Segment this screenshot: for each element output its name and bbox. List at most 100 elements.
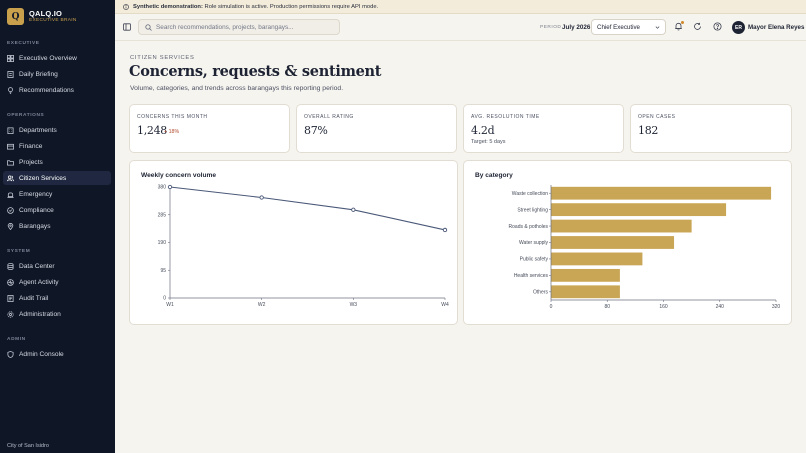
brand-name: QALQ.IO [29,9,63,18]
city-name: City of San Isidro [7,443,49,449]
sidebar-item-admin-console[interactable]: Admin Console [3,347,111,361]
category-label: Public safety [520,257,549,263]
info-icon [123,3,129,10]
sidebar-item-recommendations[interactable]: Recommendations [3,83,111,97]
help-icon[interactable] [713,22,722,31]
sidebar-item-agent-activity[interactable]: Agent Activity [3,275,111,289]
nav-section-system: SYSTEM [7,249,31,254]
y-tick-label: 0 [163,296,166,302]
refresh-icon[interactable] [693,22,702,31]
chevron-down-icon [655,26,660,29]
bell-icon[interactable] [674,22,683,31]
x-tick-label: W2 [258,302,266,308]
sidebar-item-finance[interactable]: Finance [3,139,111,153]
kpi-card-concerns: CONCERNS THIS MONTH 1,248 + 18% [129,104,290,153]
by-category-card: By category Waste collection Street light… [463,160,792,325]
sidebar-item-label: Citizen Services [19,174,67,182]
x-tick-label: W3 [350,302,358,308]
sidebar-item-label: Executive Overview [19,54,77,62]
search-input[interactable] [156,23,336,31]
kpi-card-rating: OVERALL RATING 87% [296,104,457,153]
category-label: Street lighting [517,207,548,213]
sidebar-item-emergency[interactable]: Emergency [3,187,111,201]
building-icon [7,126,14,134]
search-box[interactable] [138,19,340,35]
bar [551,186,772,200]
sidebar-item-label: Daily Briefing [19,70,58,78]
x-tick-label: 0 [550,304,553,310]
sidebar-item-label: Agent Activity [19,278,59,286]
data-point [351,207,356,212]
by-category-chart: Waste collection Street lighting Roads & p… [509,185,781,310]
nav-section-admin: ADMIN [7,337,26,342]
page-eyebrow: CITIZEN SERVICES [130,55,195,61]
document-icon [7,70,14,78]
category-label: Water supply [519,240,548,246]
x-tick-label: 320 [772,304,781,310]
sidebar-item-citizen-services[interactable]: Citizen Services [3,171,111,185]
bar [551,203,727,217]
brand[interactable]: Q QALQ.IO EXECUTIVE BRAIN [7,8,77,25]
data-point [259,195,264,200]
kpi-label: OPEN CASES [638,114,676,120]
sidebar-item-label: Departments [19,126,57,134]
sidebar-item-label: Projects [19,158,43,166]
avatar[interactable]: ER [732,21,745,34]
bar [551,268,620,282]
sidebar-item-projects[interactable]: Projects [3,155,111,169]
search-icon [145,23,152,31]
sidebar-item-label: Audit Trail [19,294,49,302]
user-name[interactable]: Mayor Elena Reyes [748,24,805,31]
bar [551,236,675,249]
sidebar-item-label: Data Center [19,262,55,270]
period-label: PERIOD [540,25,562,30]
grid-icon [7,54,14,62]
sidebar-item-administration[interactable]: Administration [3,307,111,321]
kpi-label: OVERALL RATING [304,114,354,120]
sidebar-item-label: Finance [19,142,43,150]
shield-icon [7,350,14,358]
data-point [442,227,448,233]
sidebar-toggle-icon[interactable] [123,23,131,31]
folder-icon [7,159,14,166]
sidebar-item-barangays[interactable]: Barangays [3,219,111,233]
sidebar-item-compliance[interactable]: Compliance [3,203,111,217]
sidebar-item-departments[interactable]: Departments [3,123,111,137]
sidebar-item-daily-briefing[interactable]: Daily Briefing [3,67,111,81]
y-tick-label: 190 [158,240,167,246]
simulation-banner: Synthetic demonstration: Role simulation… [115,0,806,14]
kpi-card-resolution: AVG. RESOLUTION TIME 4.2d Target: 5 days [463,104,624,153]
map-pin-icon [7,222,14,230]
sidebar-item-data-center[interactable]: Data Center [3,259,111,273]
banner-text: Role simulation is active. Production pe… [202,3,379,10]
kpi-value: 182 [638,124,659,137]
role-select[interactable]: Chief Executive [591,19,666,35]
sidebar-item-executive-overview[interactable]: Executive Overview [3,51,111,65]
topbar: PERIOD July 2026 Chief Executive ER Mayo… [115,14,806,41]
banner-bold: Synthetic demonstration: [133,3,203,10]
period-value[interactable]: July 2026 [562,24,591,31]
kpi-note: Target: 5 days [471,139,506,145]
sidebar-item-label: Emergency [19,190,53,198]
list-icon [7,294,14,302]
kpi-label: AVG. RESOLUTION TIME [471,114,540,120]
weekly-volume-chart: 0 95 190 285 380 W1 W2 W3 W4 [158,185,449,308]
sidebar-item-label: Admin Console [19,350,64,358]
activity-icon [7,278,14,286]
gear-icon [7,310,14,318]
y-tick-label: 285 [158,212,167,218]
x-tick-label: W4 [441,302,449,308]
kpi-label: CONCERNS THIS MONTH [137,114,208,120]
sidebar-item-label: Compliance [19,206,54,214]
category-label: Waste collection [512,191,548,197]
y-tick-label: 380 [158,185,167,191]
sidebar: Q QALQ.IO EXECUTIVE BRAIN EXECUTIVE Exec… [0,0,115,453]
brand-logo: Q [7,8,24,25]
sidebar-item-audit-trail[interactable]: Audit Trail [3,291,111,305]
category-label: Others [533,289,549,295]
sidebar-item-label: Administration [19,310,61,318]
page-title: Concerns, requests & sentiment [129,63,382,80]
category-label: Health services [514,273,549,279]
x-tick-label: 80 [604,304,610,310]
lightbulb-icon [7,86,14,94]
